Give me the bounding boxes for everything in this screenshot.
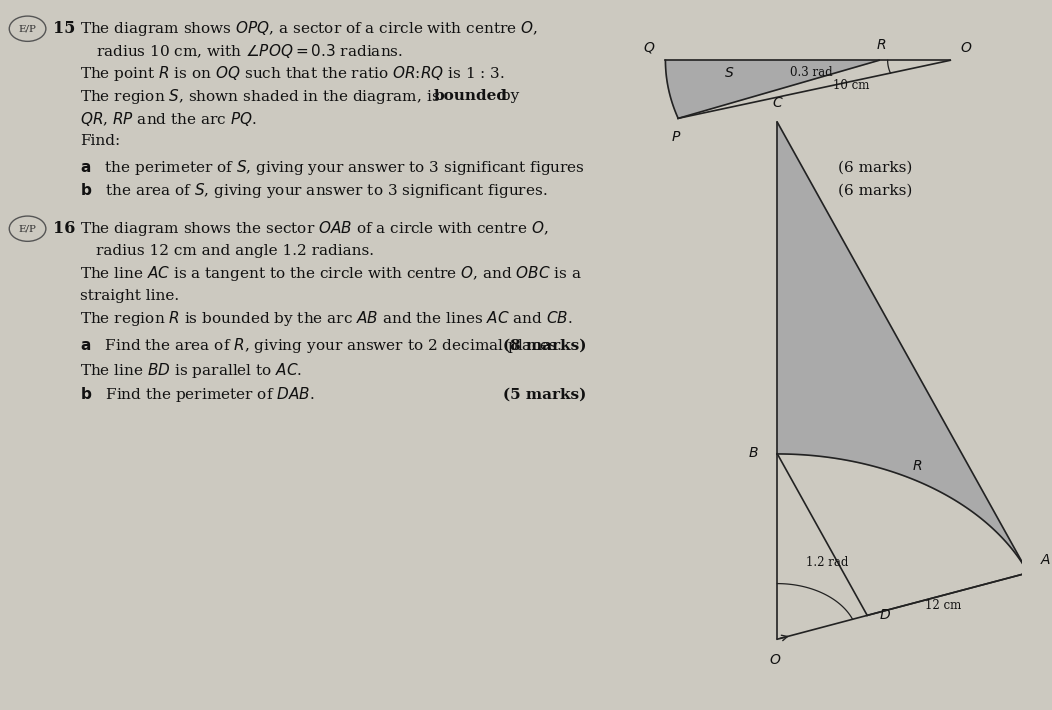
Text: The diagram shows $OPQ$, a sector of a circle with centre $O$,: The diagram shows $OPQ$, a sector of a c… xyxy=(80,19,539,38)
Text: The diagram shows the sector $OAB$ of a circle with centre $O$,: The diagram shows the sector $OAB$ of a … xyxy=(80,219,549,238)
Text: $D$: $D$ xyxy=(879,608,891,623)
Text: $B$: $B$ xyxy=(748,446,760,459)
Text: radius 10 cm, with $\angle POQ = 0.3$ radians.: radius 10 cm, with $\angle POQ = 0.3$ ra… xyxy=(96,42,403,60)
Text: 1.2 rad: 1.2 rad xyxy=(806,557,848,569)
Polygon shape xyxy=(777,122,1028,573)
Text: E/P: E/P xyxy=(19,24,37,33)
Text: $P$: $P$ xyxy=(671,130,682,143)
Text: The region $S$, shown shaded in the diagram, is: The region $S$, shown shaded in the diag… xyxy=(80,87,441,106)
Text: $C$: $C$ xyxy=(771,96,783,109)
Text: $Q$: $Q$ xyxy=(643,40,655,55)
Text: $\mathbf{a}$   the perimeter of $S$, giving your answer to 3 significant figures: $\mathbf{a}$ the perimeter of $S$, givin… xyxy=(80,158,585,178)
Text: bounded: bounded xyxy=(433,89,507,103)
Text: $\mathbf{b}$   Find the perimeter of $DAB$.: $\mathbf{b}$ Find the perimeter of $DAB$… xyxy=(80,386,315,405)
Text: The line $AC$ is a tangent to the circle with centre $O$, and $OBC$ is a: The line $AC$ is a tangent to the circle… xyxy=(80,264,583,283)
Text: 10 cm: 10 cm xyxy=(832,80,869,92)
Text: The region $R$ is bounded by the arc $AB$ and the lines $AC$ and $CB$.: The region $R$ is bounded by the arc $AB… xyxy=(80,309,573,328)
Text: 0.3 rad: 0.3 rad xyxy=(790,65,832,79)
Text: E/P: E/P xyxy=(19,224,37,233)
Text: (8 marks): (8 marks) xyxy=(503,339,586,352)
Text: straight line.: straight line. xyxy=(80,289,180,303)
Text: $A$: $A$ xyxy=(1040,553,1052,567)
Text: $R$: $R$ xyxy=(912,459,923,473)
Text: $O$: $O$ xyxy=(769,653,782,667)
Text: 12 cm: 12 cm xyxy=(925,599,962,613)
Text: $\mathbf{a}$   Find the area of $R$, giving your answer to 2 decimal places.: $\mathbf{a}$ Find the area of $R$, givin… xyxy=(80,336,562,355)
Text: 16: 16 xyxy=(53,220,76,237)
Text: The line $BD$ is parallel to $AC$.: The line $BD$ is parallel to $AC$. xyxy=(80,361,303,380)
Text: $S$: $S$ xyxy=(724,65,734,80)
Text: (5 marks): (5 marks) xyxy=(503,388,586,402)
Text: $QR$, $RP$ and the arc $PQ$.: $QR$, $RP$ and the arc $PQ$. xyxy=(80,109,257,128)
Text: Find:: Find: xyxy=(80,134,121,148)
Text: $\mathbf{b}$   the area of $S$, giving your answer to 3 significant figures.: $\mathbf{b}$ the area of $S$, giving you… xyxy=(80,181,548,200)
Text: The point $R$ is on $OQ$ such that the ratio $OR$:$RQ$ is 1 : 3.: The point $R$ is on $OQ$ such that the r… xyxy=(80,64,505,83)
Text: by: by xyxy=(495,89,519,103)
Polygon shape xyxy=(666,60,879,119)
Text: radius 12 cm and angle 1.2 radians.: radius 12 cm and angle 1.2 radians. xyxy=(96,244,373,258)
Text: 15: 15 xyxy=(53,20,76,37)
Text: (6 marks): (6 marks) xyxy=(838,183,913,197)
Text: (6 marks): (6 marks) xyxy=(838,161,913,175)
Text: $O$: $O$ xyxy=(960,40,973,55)
Text: $R$: $R$ xyxy=(876,38,886,52)
